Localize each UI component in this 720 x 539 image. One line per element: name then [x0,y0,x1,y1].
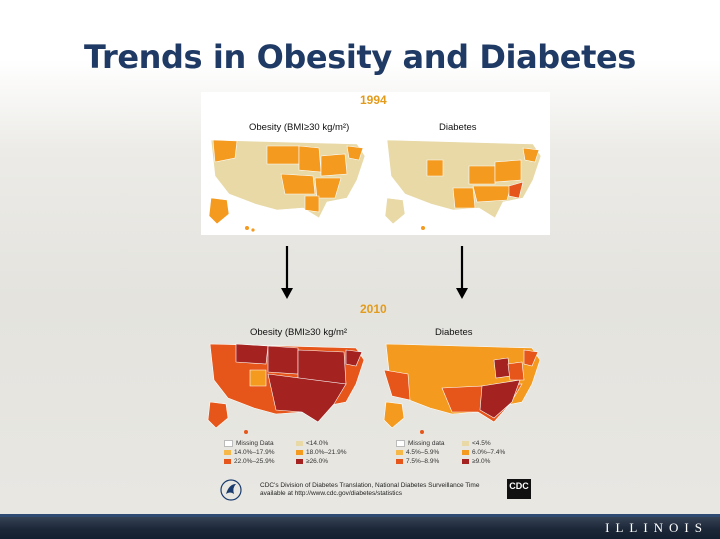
diabetes-legend: Missing data <4.5% 4.5%–5.9% 6.0%–7.4% 7… [396,440,536,470]
cdc-logo: CDC [507,479,531,499]
legend-item: 7.5%–8.9% [396,458,439,467]
legend-swatch [462,440,469,446]
obesity-2010-title: Obesity (BMI≥30 kg/m² [250,327,348,338]
diabetes-1994-map [384,139,542,230]
legend-item: ≥9.0% [462,458,490,467]
legend-item: <14.0% [296,440,328,449]
source-line-1: CDC's Division of Diabetes Translation, … [260,482,480,489]
arrow-down-diabetes [456,246,468,299]
diabetes-1994-title: Diabetes [439,122,477,133]
obesity-1994-map [208,139,366,232]
diabetes-2010-title: Diabetes [435,327,473,338]
legend-swatch [224,458,231,464]
legend-swatch [396,440,405,447]
legend-item: Missing Data [224,440,274,449]
legend-swatch [296,449,303,455]
legend-swatch [396,458,403,464]
legend-item: 18.0%–21.9% [296,449,346,458]
panel-2010: 2010 Obesity (BMI≥30 kg/m² Diabetes Miss… [204,300,550,472]
source-text: CDC's Division of Diabetes Translation, … [260,482,500,498]
legend-swatch [396,449,403,455]
legend-item: Missing data [396,440,445,449]
legend-item: 4.5%–5.9% [396,449,439,458]
legend-swatch [462,458,469,464]
source-line-2: available at http://www.cdc.gov/diabetes… [260,490,402,497]
year-label-2010: 2010 [360,302,387,316]
diabetes-2010-map [383,343,541,434]
slide-title: Trends in Obesity and Diabetes [84,38,636,76]
legend-swatch [224,449,231,455]
hhs-seal-icon [220,479,242,501]
legend-swatch [224,440,233,447]
legend-swatch [462,449,469,455]
footer-bar: ILLINOIS [0,514,720,539]
legend-item: ≥26.0% [296,458,328,467]
legend-item: 6.0%–7.4% [462,449,505,458]
legend-swatch [296,458,303,464]
obesity-2010-map [207,343,365,434]
obesity-1994-title: Obesity (BMI≥30 kg/m²) [249,122,350,133]
legend-item: 14.0%–17.9% [224,449,274,458]
arrow-down-obesity [281,246,293,299]
legend-item: 22.0%–25.9% [224,458,274,467]
footer-brand: ILLINOIS [605,520,708,535]
panel-1994: 1994 Obesity (BMI≥30 kg/m²) Diabetes [201,92,550,235]
legend-item: <4.5% [462,440,491,449]
year-label-1994: 1994 [360,93,387,107]
obesity-legend: Missing Data <14.0% 14.0%–17.9% 18.0%–21… [224,440,364,470]
legend-swatch [296,440,303,446]
source-citation: CDC's Division of Diabetes Translation, … [220,478,531,506]
